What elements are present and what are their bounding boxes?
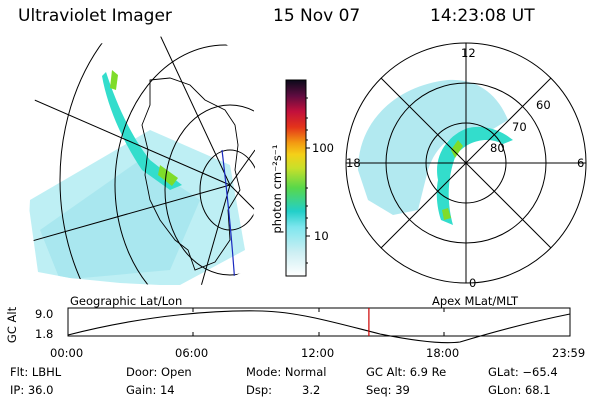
- time-tick-1800: 18:00: [426, 346, 460, 360]
- seq-readout: Seq: 39: [366, 383, 410, 397]
- polar-mlat-mlt-plot: [345, 42, 587, 284]
- auroral-oval-band: [102, 72, 182, 190]
- polar-diffuse-emission: [358, 79, 508, 215]
- gc-alt-readout: GC Alt: 6.9 Re: [366, 365, 447, 379]
- strip-ytick-high: 9.0: [35, 307, 54, 321]
- altitude-strip-plot: [67, 307, 571, 344]
- color-scale-bar: [285, 79, 310, 277]
- lat-label-80: 80: [490, 141, 505, 155]
- time-label: 14:23:08 UT: [430, 6, 535, 26]
- instrument-title: Ultraviolet Imager: [18, 6, 172, 26]
- gain-readout: Gain: 14: [126, 383, 175, 397]
- colorbar-unit-label: photon cm⁻²s⁻¹: [270, 144, 284, 234]
- filter-readout: Flt: LBHL: [10, 365, 62, 379]
- polar-grid: [345, 42, 587, 284]
- continent-outline: [141, 77, 241, 271]
- mlt-label-12: 12: [461, 46, 476, 60]
- colorbar-tick-10: 10: [314, 229, 329, 243]
- dsp-value: 3.2: [302, 383, 321, 397]
- strip-ytick-low: 1.8: [35, 327, 54, 341]
- date-label: 15 Nov 07: [273, 6, 361, 26]
- lat-label-60: 60: [536, 98, 551, 112]
- glat-readout: GLat: −65.4: [488, 365, 558, 379]
- ip-readout: IP: 36.0: [10, 383, 54, 397]
- mlt-label-18: 18: [346, 156, 361, 170]
- dsp-label: Dsp:: [246, 383, 273, 397]
- mlt-label-6: 6: [577, 156, 585, 170]
- colorbar-tick-100: 100: [312, 141, 334, 155]
- left-panel-title: Geographic Lat/Lon: [70, 294, 183, 308]
- polar-aurora-bright-spot: [451, 140, 463, 158]
- time-tick-2359: 23:59: [552, 346, 586, 360]
- diffuse-emission-core: [40, 160, 200, 280]
- mlt-label-0: 0: [469, 276, 477, 290]
- time-tick-1200: 12:00: [301, 346, 335, 360]
- satellite-track: [221, 149, 236, 286]
- door-readout: Door: Open: [126, 365, 192, 379]
- lat-lon-grid: [28, 35, 255, 286]
- aurora-bright-spot: [110, 70, 118, 90]
- aurora-bright-spot: [158, 165, 178, 186]
- geographic-map: [28, 35, 255, 286]
- altitude-curve: [67, 310, 571, 344]
- right-panel-title: Apex MLat/MLT: [432, 294, 519, 308]
- glon-readout: GLon: 68.1: [488, 383, 551, 397]
- time-tick-0000: 00:00: [50, 346, 84, 360]
- polar-aurora-bright-spot: [442, 208, 451, 220]
- lat-label-70: 70: [512, 120, 527, 134]
- mode-readout: Mode: Normal: [246, 365, 327, 379]
- time-tick-0600: 06:00: [175, 346, 209, 360]
